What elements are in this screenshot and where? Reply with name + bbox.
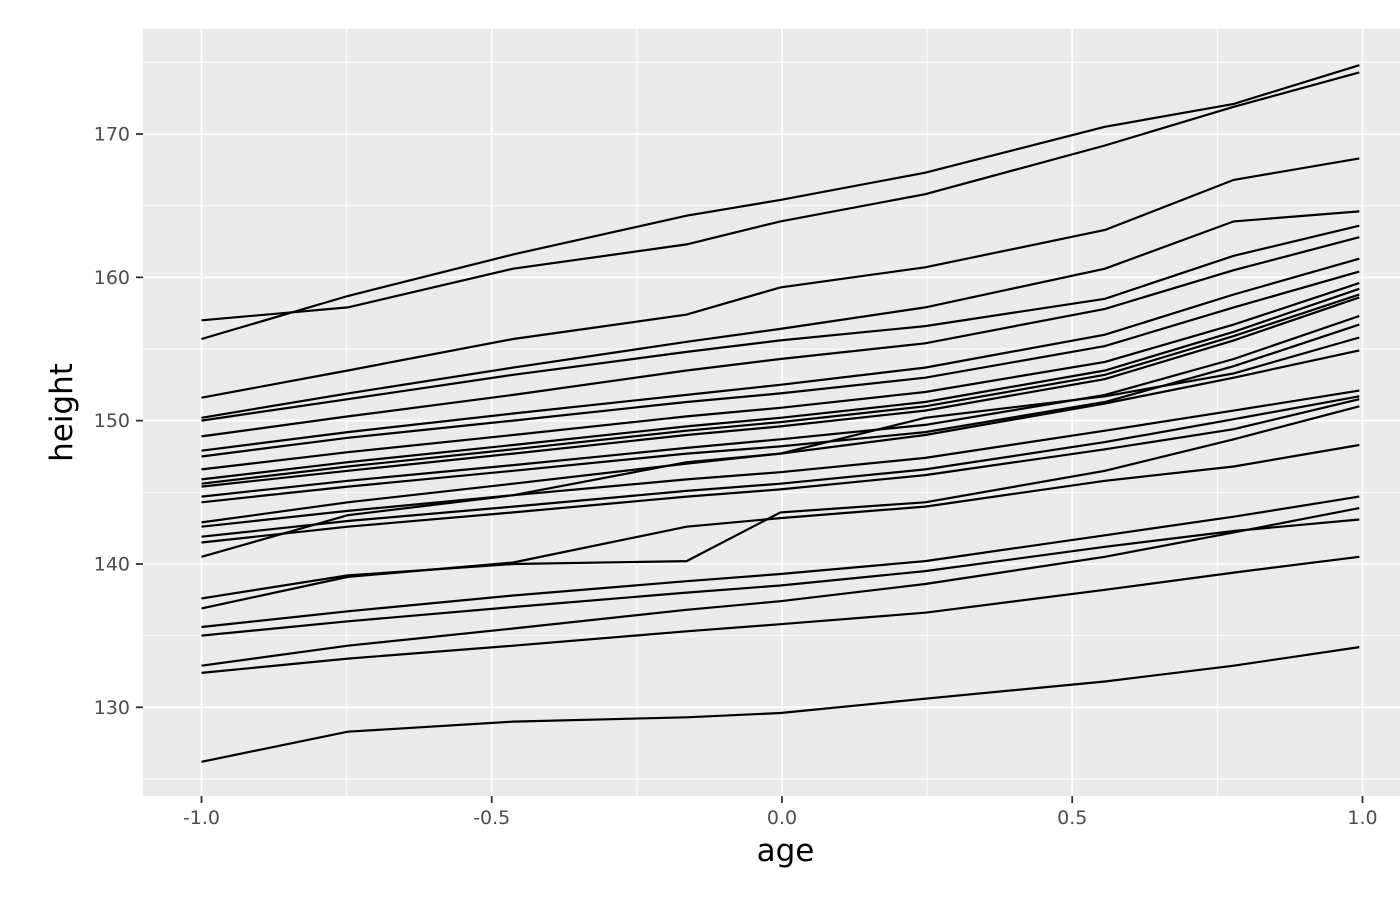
panel-background (143, 29, 1400, 796)
series-line-23 (201, 518, 1360, 637)
series-line-25 (201, 555, 1360, 674)
series-line-13 (201, 314, 1360, 498)
series-line-5 (201, 224, 1360, 422)
series-line-12 (201, 296, 1360, 488)
x-tick-label: -1.0 (183, 807, 220, 829)
series-line-10 (201, 287, 1360, 481)
series-line-3 (201, 157, 1360, 399)
series-line-14 (201, 323, 1360, 504)
y-tick-label: 130 (94, 697, 130, 719)
series-line-2 (201, 64, 1360, 341)
series-line-4 (201, 210, 1360, 419)
x-tick-label: 0.0 (767, 807, 797, 829)
series-line-26 (201, 646, 1360, 763)
series-line-19 (201, 336, 1360, 558)
y-tick-label: 160 (94, 267, 130, 289)
series-line-22 (201, 495, 1360, 629)
series-line-1 (201, 71, 1360, 322)
x-axis-title: age (757, 833, 815, 869)
series-line-8 (201, 270, 1360, 458)
series-line-7 (201, 257, 1360, 452)
series-line-21 (201, 443, 1360, 610)
series-line-11 (201, 293, 1360, 485)
y-tick-label: 170 (94, 124, 130, 146)
series-line-24 (201, 507, 1360, 667)
y-tick-label: 140 (94, 553, 130, 575)
chart-canvas: -1.0 -0.5 0.0 0.5 1.0 130 140 150 160 170 age heigh… (40, 16, 1400, 882)
series-line-9 (201, 282, 1360, 471)
x-tick-label: -0.5 (473, 807, 510, 829)
x-tick-label: 1.0 (1347, 807, 1377, 829)
line-chart-figure: -1.0 -0.5 0.0 0.5 1.0 130 140 150 160 170 age heigh… (40, 16, 1400, 882)
series-line-18 (201, 398, 1360, 544)
y-tick-label: 150 (94, 410, 130, 432)
series-line-16 (201, 389, 1360, 528)
y-axis-title: height (44, 363, 80, 462)
series-line-17 (201, 395, 1360, 538)
x-tick-label: 0.5 (1057, 807, 1087, 829)
series-line-6 (201, 236, 1360, 438)
